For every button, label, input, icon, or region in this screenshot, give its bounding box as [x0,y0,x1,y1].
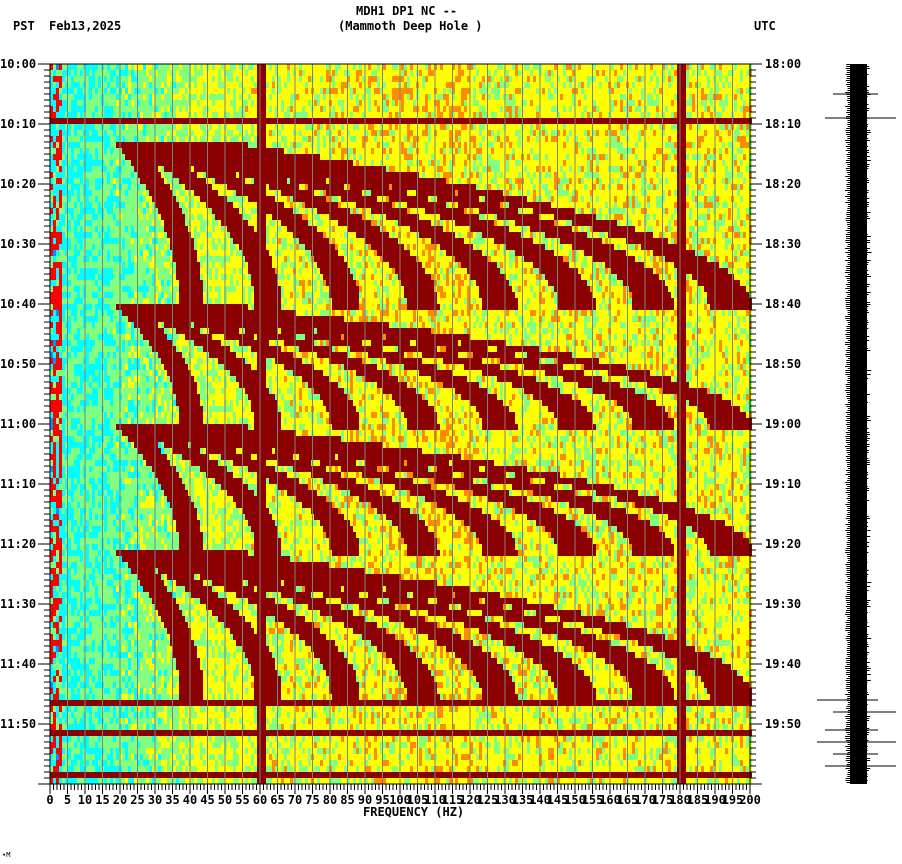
x-tick-label: 15 [95,794,109,806]
x-tick-label: 175 [652,794,674,806]
y-tick-label-right: 18:40 [765,298,801,310]
x-tick-label: 55 [235,794,249,806]
x-tick-label: 200 [739,794,761,806]
y-tick-label-left: 10:30 [0,238,36,250]
x-tick-label: 170 [634,794,656,806]
x-tick-label: 95 [375,794,389,806]
x-tick-label: 190 [704,794,726,806]
y-tick-label-right: 19:40 [765,658,801,670]
y-tick-label-left: 11:00 [0,418,36,430]
x-tick-label: 150 [564,794,586,806]
y-tick-label-left: 10:20 [0,178,36,190]
x-tick-label: 65 [270,794,284,806]
x-tick-label: 100 [389,794,411,806]
x-tick-label: 35 [165,794,179,806]
plot-date: Feb13,2025 [49,19,121,33]
y-tick-label-left: 10:50 [0,358,36,370]
y-tick-label-left: 10:10 [0,118,36,130]
y-tick-label-right: 19:30 [765,598,801,610]
station-title: MDH1 DP1 NC -- [356,4,457,18]
y-tick-label-right: 18:10 [765,118,801,130]
x-tick-label: 120 [459,794,481,806]
x-tick-label: 70 [288,794,302,806]
y-tick-label-right: 18:50 [765,358,801,370]
x-tick-label: 195 [722,794,744,806]
y-tick-label-right: 19:00 [765,418,801,430]
left-timezone: PST [13,19,35,33]
x-tick-label: 85 [340,794,354,806]
y-tick-label-right: 19:10 [765,478,801,490]
x-tick-label: 185 [687,794,709,806]
x-tick-label: 90 [358,794,372,806]
y-tick-label-left: 10:00 [0,58,36,70]
y-tick-label-left: 11:50 [0,718,36,730]
corner-mark: ∙M [2,848,10,862]
x-tick-label: 80 [323,794,337,806]
axis-ticks [38,63,762,794]
x-tick-label: 40 [183,794,197,806]
x-tick-label: 5 [64,794,71,806]
x-tick-label: 75 [305,794,319,806]
x-tick-label: 145 [547,794,569,806]
y-tick-label-right: 18:30 [765,238,801,250]
x-tick-label: 125 [477,794,499,806]
x-tick-label: 130 [494,794,516,806]
x-axis-label: FREQUENCY (HZ) [363,805,464,819]
station-name: (Mammoth Deep Hole ) [338,19,483,33]
x-tick-label: 105 [407,794,429,806]
x-tick-label: 115 [442,794,464,806]
x-tick-label: 110 [424,794,446,806]
x-tick-label: 25 [130,794,144,806]
x-tick-label: 140 [529,794,551,806]
y-tick-label-right: 19:20 [765,538,801,550]
y-tick-label-right: 18:00 [765,58,801,70]
x-tick-label: 60 [253,794,267,806]
x-tick-label: 165 [617,794,639,806]
x-tick-label: 20 [113,794,127,806]
x-tick-label: 160 [599,794,621,806]
x-tick-label: 10 [78,794,92,806]
y-tick-label-left: 10:40 [0,298,36,310]
y-tick-label-left: 11:10 [0,478,36,490]
right-timezone: UTC [754,19,776,33]
x-tick-label: 180 [669,794,691,806]
x-tick-label: 30 [148,794,162,806]
x-tick-label: 135 [512,794,534,806]
y-tick-label-right: 19:50 [765,718,801,730]
x-tick-label: 0 [46,794,53,806]
y-tick-label-right: 18:20 [765,178,801,190]
y-tick-label-left: 11:30 [0,598,36,610]
y-tick-label-left: 11:40 [0,658,36,670]
seismogram-trace [817,64,896,784]
y-tick-label-left: 11:20 [0,538,36,550]
x-tick-label: 50 [218,794,232,806]
x-tick-label: 45 [200,794,214,806]
frequency-gridlines [67,64,733,784]
x-tick-label: 155 [582,794,604,806]
